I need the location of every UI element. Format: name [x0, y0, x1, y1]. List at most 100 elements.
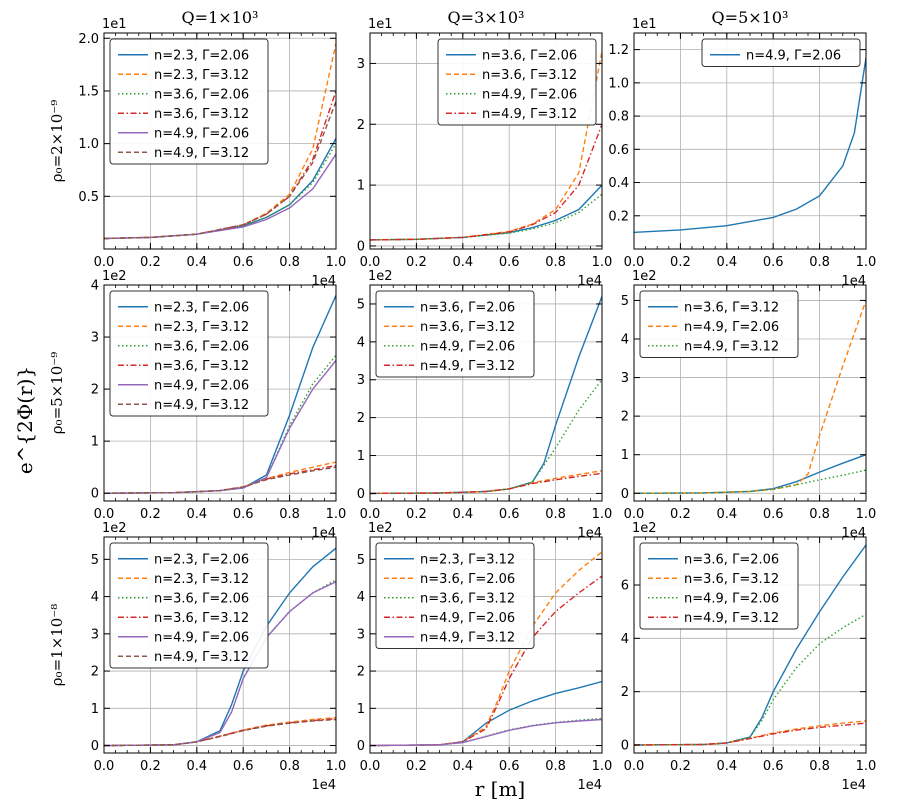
legend-box	[109, 542, 269, 669]
legend-label: n=2.3, Γ=3.12	[154, 572, 249, 587]
legend-label: n=4.9, Γ=3.12	[420, 359, 515, 374]
x-tick-label: 0.4	[716, 255, 737, 270]
y-tick-label: 4	[621, 333, 629, 348]
legend-label: n=4.9, Γ=3.12	[154, 146, 249, 161]
y-tick-label: 4	[357, 590, 365, 605]
x-tick-label: 0.0	[360, 759, 381, 774]
series-group	[634, 300, 866, 494]
x-tick-label: 1.0	[856, 255, 877, 270]
legend-label: n=4.9, Γ=2.06	[420, 339, 515, 354]
y-tick-label: 1	[91, 435, 99, 450]
series-group	[104, 547, 336, 747]
legend-box	[375, 290, 535, 378]
legend-label: n=3.6, Γ=3.12	[154, 359, 249, 374]
row-label: ρ₀=5×10⁻⁹	[48, 352, 66, 435]
legend-box	[437, 38, 597, 126]
x-tick-label: 0.4	[186, 507, 207, 522]
panel: 0.0 0.2 0.4 0.6 0.8 1.0 0 1 2 3 4 5 1e2 1e4 n=2.3, Γ=3…	[357, 521, 613, 793]
legend: n=4.9, Γ=2.06	[701, 38, 861, 67]
x-tick-label: 0.0	[624, 255, 645, 270]
legend-label: n=3.6, Γ=3.12	[420, 591, 515, 606]
legend-label: n=3.6, Γ=2.06	[154, 591, 249, 606]
x-tick-label: 0.4	[716, 759, 737, 774]
y-tick-label: 1	[621, 448, 629, 463]
y-tick-label: 1	[357, 702, 365, 717]
panels: 0.0 0.2 0.4 0.6 0.8 1.00.51.01.52.01e11e4n=2.…	[78, 17, 876, 793]
series-line	[634, 722, 866, 746]
y-tick-label: 2	[91, 665, 99, 680]
legend-label: n=3.6, Γ=2.06	[154, 87, 249, 102]
legend: n=3.6, Γ=2.06 n=3.6, Γ=3.12 n=4.9, Γ=2.06 n…	[639, 542, 799, 630]
panel: 0.0 0.2 0.4 0.6 0.8 1.0 0 1 2 3 1e1 1e4 n=3.6, Γ=2.0…	[357, 17, 613, 289]
x-tick-label: 0.8	[279, 255, 300, 270]
series-group	[634, 57, 866, 234]
y-multiplier: 1e2	[368, 521, 393, 536]
y-tick-label: 4	[91, 279, 99, 294]
legend-label: n=3.6, Γ=2.06	[420, 300, 515, 315]
x-tick-label: 0.6	[763, 255, 784, 270]
series-line	[370, 470, 602, 495]
y-tick-label: 0	[621, 739, 629, 754]
y-tick-label: 0.8	[608, 110, 629, 125]
y-multiplier: 1e1	[102, 17, 127, 32]
legend-label: n=4.9, Γ=3.12	[420, 630, 515, 645]
x-tick-label: 0.6	[499, 255, 520, 270]
legend-label: n=3.6, Γ=3.12	[684, 300, 779, 315]
x-multiplier: 1e4	[841, 274, 866, 289]
legend: n=2.3, Γ=2.06 n=2.3, Γ=3.12 n=3.6, Γ=2.06 n…	[109, 38, 269, 165]
series-line	[370, 379, 602, 495]
row-label: ρ₀=2×10⁻⁹	[48, 100, 66, 183]
y-tick-label: 1.0	[608, 76, 629, 91]
legend-label: n=4.9, Γ=3.12	[482, 107, 577, 122]
legend-label: n=3.6, Γ=2.06	[154, 339, 249, 354]
y-tick-label: 1	[357, 179, 365, 194]
y-tick-label: 3	[357, 57, 365, 72]
legend-box	[639, 542, 799, 630]
x-tick-label: 0.4	[186, 759, 207, 774]
series-line	[104, 153, 336, 240]
y-tick-label: 2	[357, 665, 365, 680]
series-line	[634, 454, 866, 494]
legend: n=3.6, Γ=2.06 n=3.6, Γ=3.12 n=4.9, Γ=2.06 n…	[437, 38, 597, 126]
y-tick-label: 2	[357, 118, 365, 133]
legend-box	[109, 290, 269, 417]
legend-label: n=2.3, Γ=3.12	[154, 68, 249, 83]
legend-label: n=3.6, Γ=2.06	[420, 572, 515, 587]
y-tick-label: 0.4	[608, 176, 629, 191]
y-tick-label: 1	[357, 449, 365, 464]
legend-label: n=4.9, Γ=2.06	[684, 320, 779, 335]
y-tick-label: 1	[91, 702, 99, 717]
series-line	[634, 613, 866, 746]
y-tick-label: 4	[91, 590, 99, 605]
series-group	[634, 544, 866, 746]
legend-label: n=3.6, Γ=3.12	[420, 320, 515, 335]
legend-box	[639, 290, 799, 358]
legend-label: n=4.9, Γ=2.06	[684, 591, 779, 606]
legend-box	[701, 38, 861, 67]
y-tick-label: 0.2	[608, 209, 629, 224]
legend-label: n=3.6, Γ=3.12	[684, 572, 779, 587]
series-line	[104, 101, 336, 240]
x-tick-label: 0.8	[279, 507, 300, 522]
y-tick-label: 0	[357, 739, 365, 754]
column-titles: Q=1×10³ Q=3×10³ Q=5×10³	[182, 8, 789, 27]
y-multiplier: 1e2	[102, 521, 127, 536]
x-tick-label: 0.8	[809, 507, 830, 522]
legend-label: n=4.9, Γ=3.12	[154, 398, 249, 413]
series-line	[634, 300, 866, 494]
y-tick-label: 0	[621, 487, 629, 502]
x-tick-label: 0.6	[233, 255, 254, 270]
x-tick-label: 0.4	[186, 255, 207, 270]
x-tick-label: 0.0	[94, 759, 115, 774]
y-multiplier: 1e2	[632, 269, 657, 284]
series-line	[634, 720, 866, 746]
series-group	[370, 296, 602, 495]
x-tick-label: 0.2	[670, 255, 691, 270]
column-title: Q=3×10³	[448, 8, 525, 27]
legend: n=2.3, Γ=2.06 n=2.3, Γ=3.12 n=3.6, Γ=2.06 n…	[109, 542, 269, 669]
legend-label: n=4.9, Γ=2.06	[154, 378, 249, 393]
x-tick-label: 0.2	[140, 255, 161, 270]
series-line	[104, 143, 336, 240]
